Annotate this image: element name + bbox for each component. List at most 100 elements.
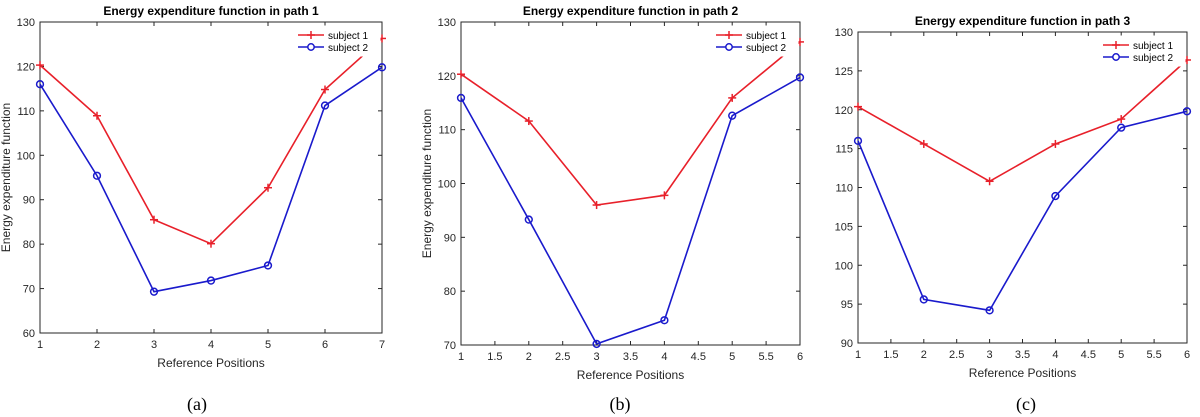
x-axis-label: Reference Positions xyxy=(157,356,264,370)
chart-title: Energy expenditure function in path 1 xyxy=(103,4,319,18)
chart-panel-b: Energy expenditure function in path 2 1 1.… xyxy=(405,0,805,417)
figure-caption: (c) xyxy=(1016,394,1036,415)
x-tick-label: 5 xyxy=(1118,349,1124,361)
y-axis-label: Energy expenditure function xyxy=(420,109,434,258)
data-point-plus xyxy=(36,61,44,70)
x-tick-label: 3 xyxy=(151,339,157,351)
data-point-plus xyxy=(207,239,215,248)
x-tick-label: 3.5 xyxy=(1015,349,1030,361)
x-tick-label: 1.5 xyxy=(883,349,898,361)
y-tick-label: 60 xyxy=(23,328,35,340)
data-point-plus xyxy=(524,117,533,126)
x-tick-label: 4 xyxy=(208,339,214,351)
series-line-1 xyxy=(857,59,1188,183)
x-tick-label: 5 xyxy=(729,351,735,363)
x-tick-label: 6 xyxy=(322,339,328,351)
y-tick-label: 100 xyxy=(438,179,456,191)
y-tick-label: 105 xyxy=(835,221,853,233)
y-tick-label: 95 xyxy=(841,299,853,311)
data-point-circle xyxy=(1117,123,1126,132)
plot-area xyxy=(857,31,1188,344)
data-point-circle xyxy=(377,63,387,72)
chart-a-svg: Energy expenditure function in path 1 1 2 3… xyxy=(0,4,387,415)
plot-area xyxy=(39,21,383,334)
data-point-circle xyxy=(1051,191,1060,201)
data-point-circle xyxy=(149,287,159,296)
x-tick-label: 3 xyxy=(987,349,993,361)
x-tick-label: 2.5 xyxy=(555,351,570,363)
y-tick-label: 130 xyxy=(438,17,456,29)
data-point-plus xyxy=(457,70,465,79)
data-point-circle xyxy=(795,73,805,82)
data-point-circle xyxy=(35,80,45,89)
y-tick-label: 70 xyxy=(23,284,35,296)
legend-label-1: subject 1 xyxy=(1133,41,1173,52)
series-line-2 xyxy=(857,110,1188,312)
x-tick-label: 6 xyxy=(797,351,803,363)
data-point-circle xyxy=(456,93,466,103)
x-tick-label: 1.5 xyxy=(487,351,502,363)
x-tick-label: 2.5 xyxy=(949,349,964,361)
data-point-circle xyxy=(1182,107,1192,116)
x-tick-label: 3.5 xyxy=(623,351,638,363)
y-tick-label: 110 xyxy=(438,125,456,137)
legend-circle xyxy=(307,43,315,51)
x-tick-label: 5 xyxy=(265,339,271,351)
y-tick-label: 125 xyxy=(835,66,853,78)
y-tick-label: 80 xyxy=(23,239,35,251)
chart-title: Energy expenditure function in path 3 xyxy=(915,14,1131,28)
x-tick-label: 6 xyxy=(1184,349,1190,361)
y-tick-label: 120 xyxy=(835,105,853,117)
x-axis-label: Reference Positions xyxy=(577,368,684,382)
figure-caption: (a) xyxy=(187,394,207,415)
x-tick-label: 5.5 xyxy=(758,351,773,363)
legend-box xyxy=(1098,35,1186,67)
x-tick-label: 1 xyxy=(37,339,43,351)
data-point-circle xyxy=(206,276,216,285)
figure-caption: (b) xyxy=(610,394,631,415)
data-point-circle xyxy=(853,136,863,146)
data-point-plus xyxy=(728,93,737,102)
y-axis-label: Energy expenditure function xyxy=(0,103,13,252)
y-tick-label: 120 xyxy=(438,71,456,83)
series-line-2 xyxy=(460,76,801,345)
x-tick-label: 5.5 xyxy=(1146,349,1161,361)
x-tick-label: 4 xyxy=(661,351,667,363)
y-tick-label: 90 xyxy=(841,338,853,350)
y-tick-label: 80 xyxy=(444,286,456,298)
data-point-plus xyxy=(264,183,272,192)
data-point-circle xyxy=(660,316,669,325)
legend-label-2: subject 2 xyxy=(328,43,368,54)
chart-c-svg: Energy expenditure function in path 3 1 1.… xyxy=(835,14,1192,415)
plot-area xyxy=(460,21,801,346)
y-tick-label: 90 xyxy=(23,195,35,207)
chart-panel-a: Energy expenditure function in path 1 1 2 3… xyxy=(0,0,400,417)
chart-panel-c: Energy expenditure function in path 3 1 1.… xyxy=(808,0,1200,417)
data-point-plus xyxy=(919,139,928,148)
legend-box xyxy=(711,25,799,57)
data-point-circle xyxy=(92,171,102,180)
y-tick-label: 130 xyxy=(17,17,35,29)
y-tick-label: 70 xyxy=(444,340,456,352)
legend-label-2: subject 2 xyxy=(746,43,786,54)
data-point-plus xyxy=(592,201,601,210)
x-tick-label: 4 xyxy=(1052,349,1058,361)
x-tick-label: 2 xyxy=(526,351,532,363)
x-tick-label: 1 xyxy=(855,349,861,361)
x-tick-label: 3 xyxy=(594,351,600,363)
chart-b-svg: Energy expenditure function in path 2 1 1.… xyxy=(420,4,805,415)
data-point-plus xyxy=(93,111,101,120)
data-point-circle xyxy=(592,339,601,349)
data-point-plus xyxy=(1051,139,1060,148)
x-tick-label: 1 xyxy=(458,351,464,363)
series-line-1 xyxy=(460,41,801,206)
data-point-circle xyxy=(919,295,928,304)
data-point-plus xyxy=(985,177,994,186)
legend-circle xyxy=(1112,53,1120,61)
data-point-plus xyxy=(321,85,329,94)
y-tick-label: 110 xyxy=(17,106,35,118)
data-point-plus xyxy=(150,215,158,224)
y-tick-label: 130 xyxy=(835,27,853,39)
